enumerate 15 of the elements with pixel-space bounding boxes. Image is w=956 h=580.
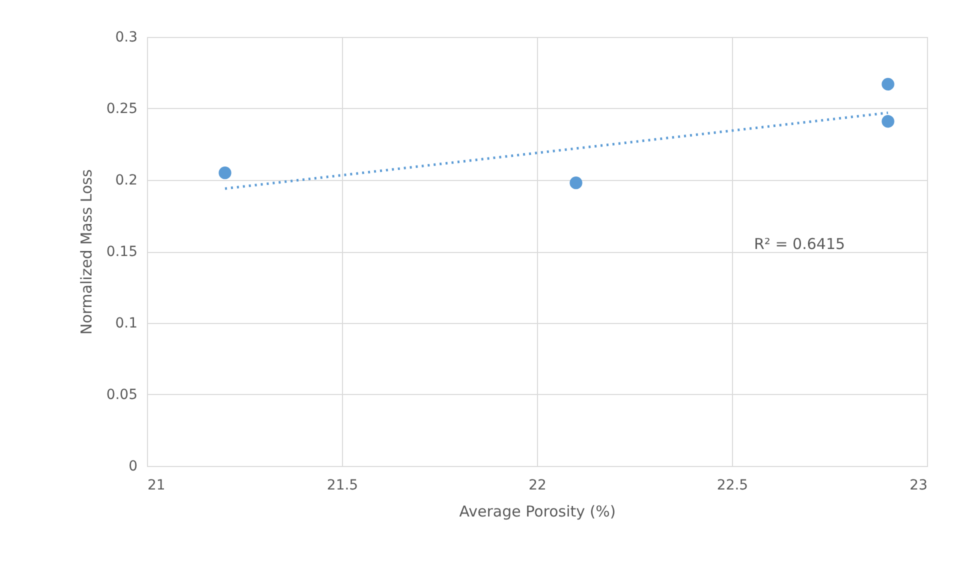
y-tick-label: 0.3 bbox=[115, 30, 138, 46]
x-tick-label: 21 bbox=[148, 478, 166, 494]
y-axis-title: Normalized Mass Loss bbox=[77, 169, 96, 335]
y-tick-label: 0.15 bbox=[106, 244, 138, 260]
y-tick-label: 0 bbox=[128, 458, 138, 474]
y-tick-label: 0.2 bbox=[115, 172, 138, 188]
x-tick-label: 22 bbox=[528, 478, 546, 494]
x-tick-label: 21.5 bbox=[326, 478, 358, 494]
y-tick-label: 0.25 bbox=[106, 101, 138, 117]
x-tick-label: 22.5 bbox=[716, 478, 748, 494]
x-tick-label: 23 bbox=[910, 478, 928, 494]
annotation: R² = 0.6415 bbox=[754, 235, 846, 253]
y-tick-label: 0.05 bbox=[106, 387, 138, 403]
y-tick-label: 0.1 bbox=[115, 316, 138, 332]
x-axis-title: Average Porosity (%) bbox=[459, 502, 616, 520]
